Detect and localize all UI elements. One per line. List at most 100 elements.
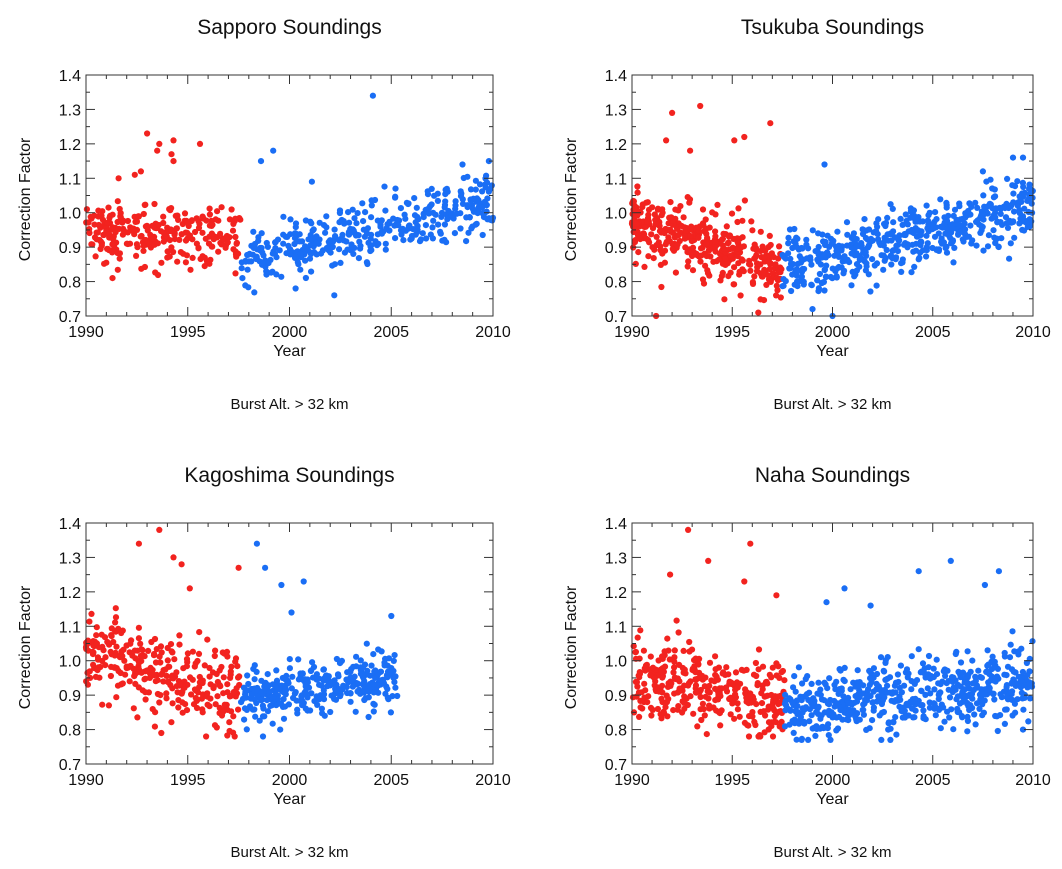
data-point (773, 292, 780, 299)
data-point (908, 686, 915, 693)
data-point (951, 244, 958, 251)
data-point (666, 656, 673, 663)
x-tick-label: 2010 (475, 772, 511, 789)
data-point (369, 92, 376, 99)
data-point (154, 147, 161, 154)
data-point (651, 675, 658, 682)
data-point (941, 718, 948, 725)
data-point (994, 727, 1001, 735)
data-point (340, 237, 347, 244)
data-point (935, 247, 943, 254)
data-point (769, 664, 776, 671)
data-point (821, 287, 828, 294)
data-point (806, 706, 814, 713)
data-point (731, 264, 738, 271)
data-point (890, 247, 897, 254)
data-point (929, 244, 936, 252)
data-point (917, 231, 924, 239)
data-point (101, 260, 108, 267)
data-point (244, 672, 251, 679)
data-point (1002, 706, 1009, 713)
data-point (201, 254, 208, 261)
data-point (1026, 191, 1033, 198)
data-point (884, 675, 891, 682)
data-point (355, 255, 362, 262)
data-point (904, 241, 911, 248)
data-point (678, 222, 685, 230)
data-point (933, 656, 940, 663)
data-point (158, 671, 165, 678)
data-point (152, 659, 160, 666)
data-point (131, 171, 138, 178)
data-point (86, 618, 93, 625)
x-tick-label: 2000 (815, 324, 851, 341)
data-point (1014, 696, 1021, 703)
data-point (631, 239, 639, 246)
data-point (1003, 220, 1010, 227)
data-point (126, 678, 133, 685)
data-point (715, 256, 723, 263)
data-point (850, 233, 857, 240)
data-point (728, 210, 736, 217)
data-point (354, 210, 361, 217)
data-point (357, 242, 364, 249)
data-point (235, 564, 242, 571)
data-point (209, 221, 216, 228)
data-point (308, 178, 315, 185)
data-point (697, 686, 704, 694)
data-point (86, 226, 93, 233)
data-points (628, 102, 1036, 320)
data-point (292, 285, 299, 292)
data-point (723, 688, 731, 695)
data-point (368, 202, 375, 209)
data-point (304, 246, 311, 254)
data-point (843, 219, 851, 226)
data-point (719, 242, 727, 249)
data-point (956, 203, 963, 210)
data-point (1015, 651, 1022, 658)
data-point (181, 210, 189, 217)
data-point (156, 140, 163, 147)
data-point (924, 240, 931, 247)
data-point (114, 682, 122, 689)
data-point (684, 263, 691, 270)
data-point (309, 227, 316, 234)
data-point (469, 223, 476, 230)
data-point (899, 706, 906, 713)
data-point (218, 712, 226, 719)
data-point (693, 250, 700, 257)
data-point (773, 282, 780, 289)
data-point (196, 140, 204, 147)
data-point (327, 708, 334, 716)
data-point (734, 218, 741, 226)
data-point (186, 585, 193, 592)
data-point (799, 705, 806, 712)
y-tick-label: 1.0 (605, 654, 627, 671)
data-point (725, 671, 732, 678)
data-point (259, 690, 266, 697)
data-point (706, 272, 713, 279)
data-point (299, 670, 306, 677)
data-point (777, 294, 784, 301)
data-point (226, 216, 233, 223)
data-point (690, 710, 697, 717)
data-point (472, 177, 479, 184)
data-point (992, 235, 999, 242)
data-point (860, 706, 867, 714)
data-point (483, 172, 490, 179)
data-point (370, 689, 377, 696)
data-point (151, 723, 158, 730)
data-point (1019, 179, 1026, 186)
data-point (1011, 234, 1018, 241)
data-point (752, 659, 760, 667)
data-point (140, 242, 147, 249)
data-point (985, 683, 992, 691)
data-point (689, 244, 697, 251)
data-point (258, 230, 265, 237)
chart-title: Sapporo Soundings (197, 16, 381, 39)
data-point (105, 231, 113, 238)
data-point (94, 667, 101, 674)
data-point (313, 240, 320, 247)
data-point (739, 266, 746, 273)
data-point (1019, 154, 1027, 161)
